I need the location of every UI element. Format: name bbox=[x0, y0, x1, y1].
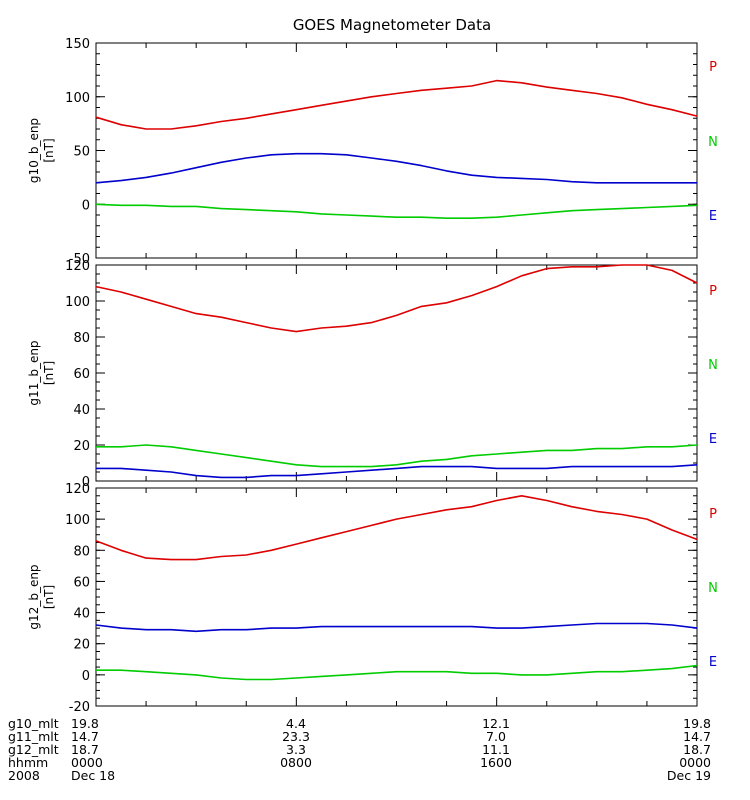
y-tick-label: 60 bbox=[73, 575, 90, 590]
footer-value: 11.1 bbox=[482, 742, 510, 757]
legend-p: P bbox=[709, 507, 717, 522]
y-tick-label: 20 bbox=[73, 439, 90, 454]
footer-row-label: hhmm bbox=[8, 755, 48, 770]
y-axis-unit: [nT] bbox=[42, 361, 56, 385]
panel-1: -50 0 50 100 150 g10_b_enp [nT] P N E bbox=[27, 37, 718, 267]
legend-n: N bbox=[708, 581, 718, 596]
footer-value: 7.0 bbox=[486, 729, 506, 744]
y-tick-label: 0 bbox=[82, 198, 90, 213]
panel-frame bbox=[95, 42, 698, 259]
y-tick-label: 100 bbox=[65, 513, 90, 528]
y-tick-label: 0 bbox=[82, 475, 90, 490]
footer-value: 19.8 bbox=[683, 716, 711, 731]
series-line-n bbox=[95, 622, 698, 633]
y-tick-label: 80 bbox=[73, 331, 90, 346]
footer-value: 18.7 bbox=[683, 742, 711, 757]
legend-n: N bbox=[708, 135, 718, 150]
footer-value: 4.4 bbox=[286, 716, 306, 731]
y-tick-label: 100 bbox=[65, 295, 90, 310]
y-axis-unit: [nT] bbox=[42, 138, 56, 162]
y-axis-label: g11_b_enp bbox=[27, 340, 41, 405]
legend-n: N bbox=[708, 358, 718, 373]
series-line-e bbox=[95, 203, 698, 219]
panel-3: -20 0 20 40 60 80 100 120 g12_b_enp [nT] P N E bbox=[27, 482, 718, 715]
footer-value: 0000 bbox=[679, 755, 711, 770]
footer-value: 18.7 bbox=[71, 742, 99, 757]
footer-row-label: g10_mlt bbox=[8, 716, 59, 731]
legend-p: P bbox=[709, 60, 717, 75]
chart-title: GOES Magnetometer Data bbox=[293, 16, 491, 34]
panel-2: 0 20 40 60 80 100 120 g11_b_enp [nT] P N E bbox=[27, 259, 718, 490]
panel-frame bbox=[95, 487, 698, 707]
footer-value: 0800 bbox=[280, 755, 312, 770]
footer-table: g10_mlt 19.8 4.4 12.1 19.8 g11_mlt 14.7 23.3 7.0… bbox=[8, 716, 711, 783]
y-tick-label: 120 bbox=[65, 482, 90, 497]
footer-row-label: g11_mlt bbox=[8, 729, 59, 744]
y-tick-label: 100 bbox=[65, 91, 90, 106]
legend-e: E bbox=[709, 209, 717, 224]
footer-value: 19.8 bbox=[71, 716, 99, 731]
y-tick-label: -20 bbox=[69, 700, 90, 715]
series-line-n bbox=[96, 464, 698, 479]
footer-value: 1600 bbox=[480, 755, 512, 770]
legend-e: E bbox=[709, 432, 717, 447]
y-tick-label: 80 bbox=[73, 544, 90, 559]
series-line-e bbox=[96, 664, 698, 681]
y-tick-label: 50 bbox=[73, 145, 90, 160]
series-line-n bbox=[95, 152, 697, 184]
footer-value: Dec 19 bbox=[667, 768, 711, 783]
legend-e: E bbox=[709, 655, 717, 670]
y-tick-label: 0 bbox=[82, 669, 90, 684]
y-tick-label: 120 bbox=[65, 259, 90, 274]
footer-row-label: g12_mlt bbox=[8, 742, 59, 757]
y-tick-label: 40 bbox=[73, 403, 90, 418]
y-tick-label: 20 bbox=[73, 638, 90, 653]
footer-value: 12.1 bbox=[482, 716, 510, 731]
series-line-p bbox=[95, 264, 698, 333]
y-axis-label: g12_b_enp bbox=[27, 564, 41, 629]
y-axis-label: g10_b_enp bbox=[27, 118, 41, 183]
footer-value: Dec 18 bbox=[71, 768, 115, 783]
y-tick-label: 60 bbox=[73, 367, 90, 382]
footer-value: 0000 bbox=[71, 755, 103, 770]
y-tick-label: -50 bbox=[69, 252, 90, 267]
series-line-e bbox=[96, 444, 698, 468]
footer-value: 14.7 bbox=[71, 729, 99, 744]
footer-value: 3.3 bbox=[286, 742, 306, 757]
y-axis-unit: [nT] bbox=[42, 585, 56, 609]
footer-row-label: 2008 bbox=[8, 768, 40, 783]
footer-value: 23.3 bbox=[282, 729, 310, 744]
footer-value: 14.7 bbox=[683, 729, 711, 744]
series-line-p bbox=[95, 79, 698, 130]
y-tick-label: 150 bbox=[65, 37, 90, 52]
series-line-p bbox=[95, 494, 698, 561]
legend-p: P bbox=[709, 284, 717, 299]
y-tick-label: 40 bbox=[73, 607, 90, 622]
